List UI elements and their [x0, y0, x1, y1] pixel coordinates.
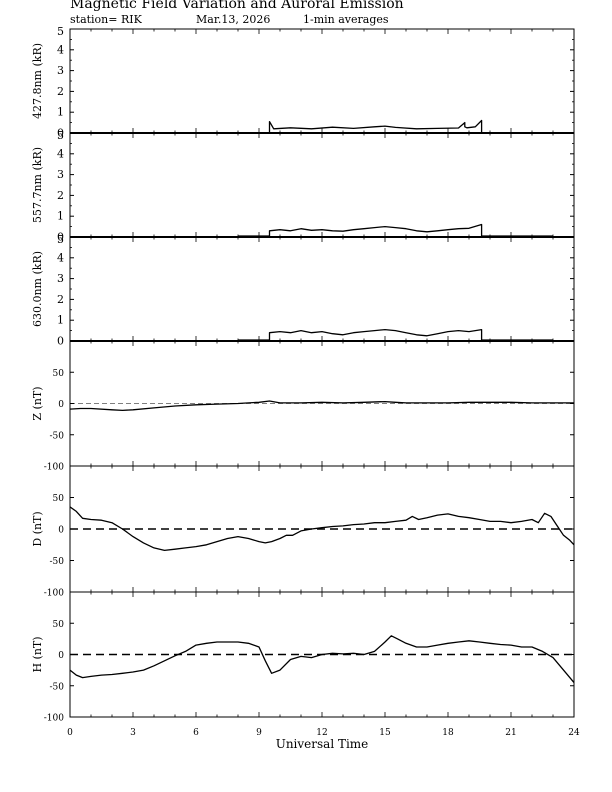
ytick-label-z: 50	[53, 369, 65, 379]
ytick-label-h: -50	[50, 682, 65, 692]
ytick-label-557: 5	[57, 129, 64, 142]
xtick-label: 12	[316, 728, 327, 738]
panel-frame-630	[69, 236, 575, 342]
ytick-label-d: -50	[50, 557, 65, 567]
ytick-label-630: 1	[57, 314, 64, 327]
xtick-label: 15	[379, 728, 391, 738]
ylabel-630: 630.0nm (kR)	[31, 251, 44, 327]
ytick-label-557: 4	[57, 147, 64, 160]
series-line-557	[238, 223, 553, 237]
ylabel-d: D (nT)	[31, 511, 44, 546]
ytick-label-d: 50	[53, 494, 65, 504]
series-line-h	[69, 635, 575, 684]
xtick-label: 21	[505, 728, 516, 738]
xtick-label: 0	[67, 728, 73, 738]
xaxis-label: Universal Time	[276, 737, 369, 751]
ytick-label-z: 0	[58, 400, 64, 410]
ytick-label-d: -100	[44, 589, 64, 599]
station-label: station= RIK	[70, 13, 142, 26]
ytick-label-427: 0	[57, 127, 64, 140]
ytick-label-557: 1	[57, 210, 64, 223]
series-line-630	[238, 328, 553, 341]
averaging-label: 1-min averages	[303, 13, 389, 26]
xtick-label: 9	[256, 728, 262, 738]
ylabel-z: Z (nT)	[31, 386, 44, 420]
ytick-label-427: 4	[57, 43, 64, 56]
ytick-label-630: 5	[57, 233, 64, 246]
panel-frame-557	[69, 132, 575, 238]
ytick-label-d: 0	[58, 526, 64, 536]
ytick-label-z: -50	[50, 431, 65, 441]
ytick-label-630: 2	[57, 293, 64, 306]
xtick-label: 6	[193, 728, 199, 738]
series-line-427	[268, 119, 483, 133]
series-line-z	[69, 400, 574, 412]
date-label: Mar.13, 2026	[196, 13, 271, 26]
ytick-label-z: -100	[44, 463, 64, 473]
chart-title: Magnetic Field Variation and Auroral Emi…	[70, 0, 404, 12]
ylabel-557: 557.7nm (kR)	[31, 147, 44, 223]
ylabel-h: H (nT)	[31, 636, 44, 672]
xtick-label: 24	[568, 728, 580, 738]
panel-frame-427	[69, 28, 575, 134]
ytick-label-630: 4	[57, 251, 64, 264]
xtick-label: 3	[130, 728, 136, 738]
ytick-label-630: 0	[57, 335, 64, 348]
series-line-d	[69, 506, 575, 552]
ytick-label-h: 50	[53, 620, 65, 630]
ytick-label-427: 3	[57, 64, 64, 77]
ytick-label-427: 2	[57, 85, 64, 98]
ytick-label-557: 3	[57, 168, 64, 181]
ytick-label-427: 5	[57, 25, 64, 38]
ytick-label-557: 2	[57, 189, 64, 202]
ylabel-427: 427.8nm (kR)	[31, 43, 44, 119]
ytick-label-h: -100	[44, 714, 64, 724]
xtick-label: 18	[442, 728, 454, 738]
ytick-label-427: 1	[57, 106, 64, 119]
ytick-label-h: 0	[58, 651, 64, 661]
ytick-label-557: 0	[57, 231, 64, 244]
ytick-label-630: 3	[57, 272, 64, 285]
